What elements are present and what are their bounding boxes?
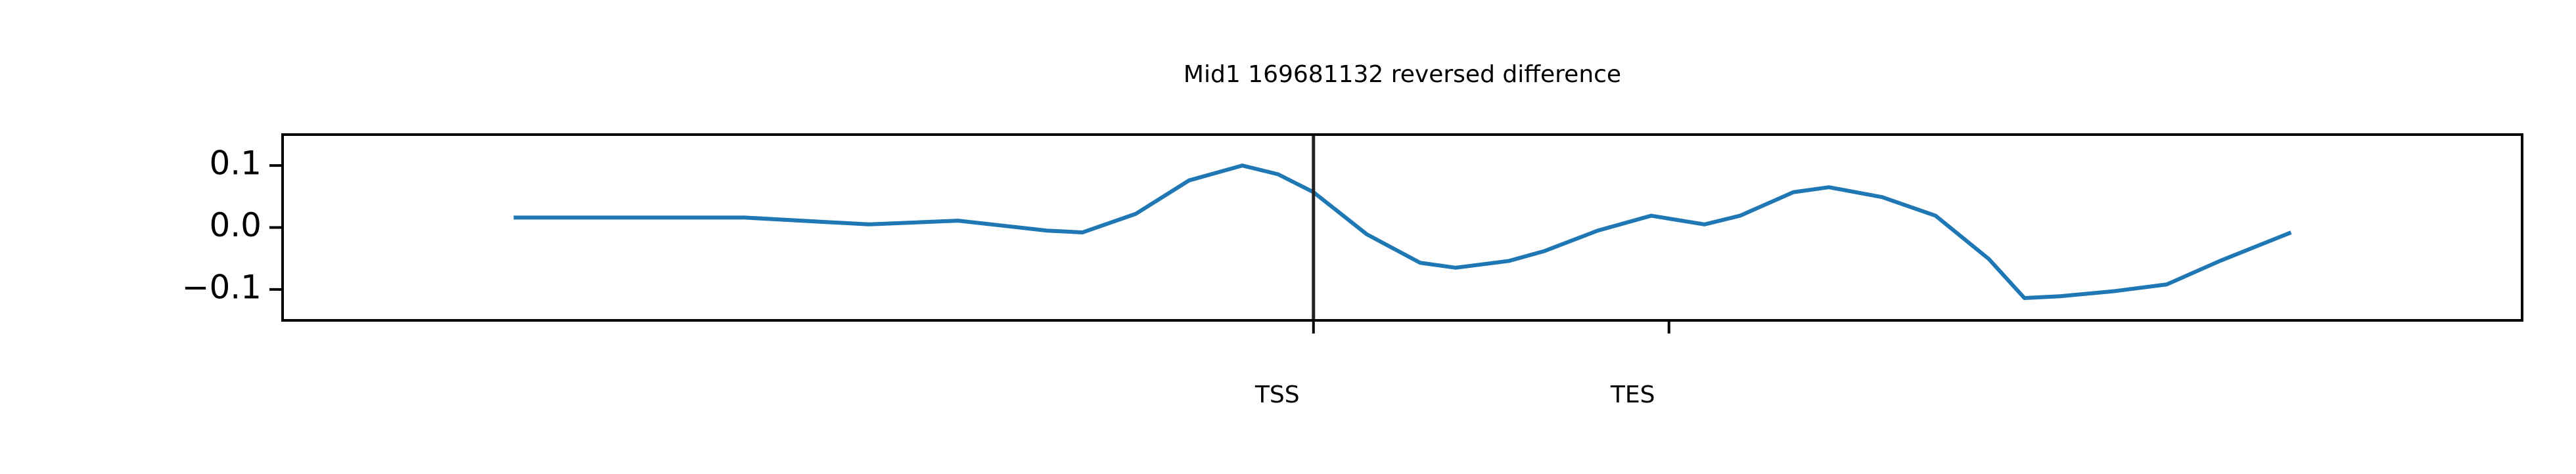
y-tick-label: 0.0 <box>209 206 262 244</box>
data-line <box>513 163 2292 301</box>
axes-frame <box>281 133 2523 322</box>
x-tick-label: TSS <box>1254 381 1300 408</box>
y-tick-label: −0.1 <box>182 268 262 306</box>
chart-title: Mid1 169681132 reversed difference <box>1184 61 1621 88</box>
y-tick-label: 0.1 <box>209 144 262 183</box>
x-tick-label: TES <box>1610 381 1655 408</box>
